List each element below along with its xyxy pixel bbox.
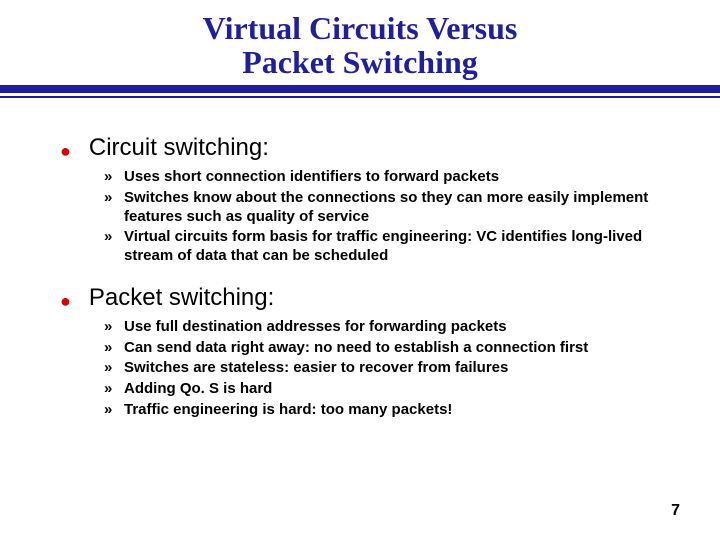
title-line-1: Virtual Circuits Versus <box>203 10 518 46</box>
list-item: » Use full destination addresses for for… <box>104 318 660 337</box>
bullet-icon: ● <box>60 292 71 310</box>
chevron-icon: » <box>104 380 116 399</box>
chevron-icon: » <box>104 339 116 358</box>
chevron-icon: » <box>104 168 116 187</box>
list-item: » Traffic engineering is hard: too many … <box>104 401 660 420</box>
list-item: » Can send data right away: no need to e… <box>104 339 660 358</box>
section-heading-row: ● Circuit switching: <box>60 134 660 162</box>
bullet-icon: ● <box>60 142 71 160</box>
list-item: » Uses short connection identifiers to f… <box>104 168 660 187</box>
list-item-text: Switches are stateless: easier to recove… <box>124 359 508 378</box>
title-line-2: Packet Switching <box>242 44 478 80</box>
sub-list: » Uses short connection identifiers to f… <box>60 168 660 266</box>
list-item-text: Adding Qo. S is hard <box>124 380 272 399</box>
sub-list: » Use full destination addresses for for… <box>60 318 660 420</box>
section-packet-switching: ● Packet switching: » Use full destinati… <box>60 284 660 420</box>
section-circuit-switching: ● Circuit switching: » Uses short connec… <box>60 134 660 266</box>
list-item: » Switches know about the connections so… <box>104 189 660 227</box>
list-item: » Virtual circuits form basis for traffi… <box>104 228 660 266</box>
slide-title: Virtual Circuits Versus Packet Switching <box>0 12 720 79</box>
list-item-text: Switches know about the connections so t… <box>124 189 660 227</box>
list-item-text: Traffic engineering is hard: too many pa… <box>124 401 452 420</box>
chevron-icon: » <box>104 228 116 247</box>
chevron-icon: » <box>104 401 116 420</box>
list-item-text: Use full destination addresses for forwa… <box>124 318 507 337</box>
section-heading: Circuit switching: <box>89 134 269 162</box>
title-area: Virtual Circuits Versus Packet Switching <box>0 0 720 79</box>
list-item: » Adding Qo. S is hard <box>104 380 660 399</box>
section-heading-row: ● Packet switching: <box>60 284 660 312</box>
chevron-icon: » <box>104 189 116 208</box>
list-item-text: Uses short connection identifiers to for… <box>124 168 499 187</box>
title-divider <box>0 85 720 98</box>
chevron-icon: » <box>104 318 116 337</box>
list-item: » Switches are stateless: easier to reco… <box>104 359 660 378</box>
list-item-text: Virtual circuits form basis for traffic … <box>124 228 660 266</box>
slide: Virtual Circuits Versus Packet Switching… <box>0 0 720 540</box>
section-heading: Packet switching: <box>89 284 274 312</box>
divider-thick <box>0 85 720 93</box>
slide-body: ● Circuit switching: » Uses short connec… <box>0 98 720 420</box>
list-item-text: Can send data right away: no need to est… <box>124 339 588 358</box>
page-number: 7 <box>671 502 680 520</box>
chevron-icon: » <box>104 359 116 378</box>
